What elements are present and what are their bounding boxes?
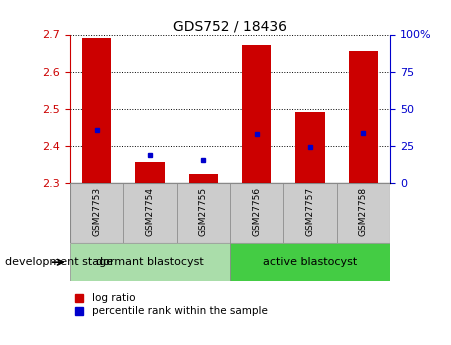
Text: GSM27753: GSM27753 xyxy=(92,187,101,236)
Text: GSM27757: GSM27757 xyxy=(306,187,314,236)
Bar xyxy=(337,183,390,243)
Bar xyxy=(82,38,111,183)
Title: GDS752 / 18436: GDS752 / 18436 xyxy=(173,19,287,33)
Text: development stage: development stage xyxy=(5,257,113,267)
Bar xyxy=(295,112,325,183)
Bar xyxy=(189,174,218,183)
Bar xyxy=(230,243,390,281)
Bar xyxy=(70,183,123,243)
Text: GSM27754: GSM27754 xyxy=(146,187,154,236)
Text: GSM27758: GSM27758 xyxy=(359,187,368,236)
Bar xyxy=(123,183,177,243)
Text: dormant blastocyst: dormant blastocyst xyxy=(96,257,204,267)
Legend: log ratio, percentile rank within the sample: log ratio, percentile rank within the sa… xyxy=(75,293,267,316)
Text: GSM27756: GSM27756 xyxy=(252,187,261,236)
Bar xyxy=(349,51,378,183)
Bar xyxy=(70,243,230,281)
Text: GSM27755: GSM27755 xyxy=(199,187,208,236)
Text: active blastocyst: active blastocyst xyxy=(263,257,357,267)
Bar xyxy=(242,45,272,183)
Bar xyxy=(230,183,283,243)
Bar xyxy=(283,183,337,243)
Bar xyxy=(177,183,230,243)
Bar xyxy=(135,162,165,183)
